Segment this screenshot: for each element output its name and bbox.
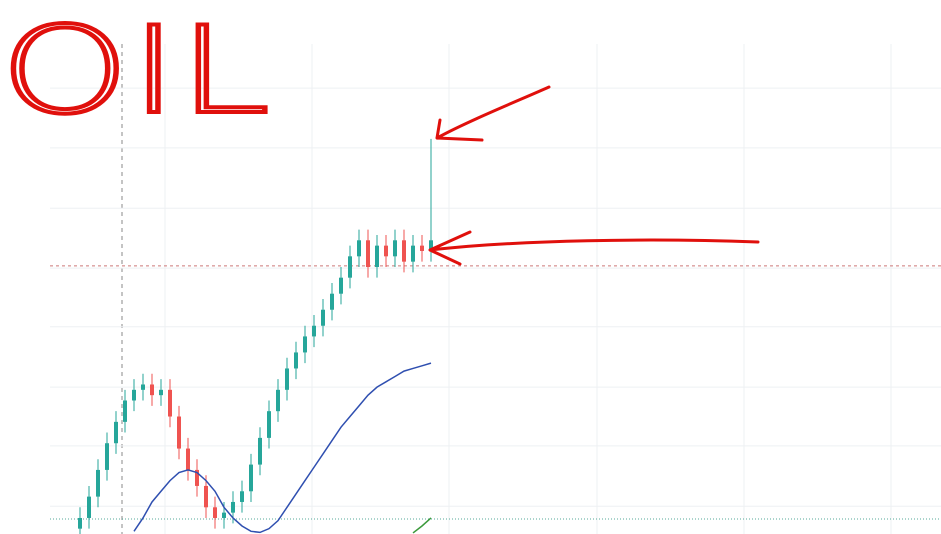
moving-average [133, 362, 432, 534]
candle-body [213, 507, 217, 518]
candle-body [249, 464, 253, 492]
candle-body [276, 389, 280, 412]
candle-body [177, 416, 181, 449]
annotation-arrows [428, 85, 760, 266]
candle-body [294, 352, 298, 369]
candle-body [366, 240, 370, 267]
candle-body [195, 469, 199, 486]
candle-body [258, 437, 262, 465]
plot [50, 87, 941, 534]
candle-body [186, 448, 190, 470]
candle-body [123, 400, 127, 422]
candle-body [330, 293, 334, 310]
candle-body [105, 443, 109, 470]
chart-title: OIL [0, 2, 270, 141]
v-grid [164, 44, 892, 534]
candle-body [141, 384, 145, 390]
candle-body [348, 256, 352, 278]
candle-body [375, 245, 379, 267]
candle-body [384, 245, 388, 257]
candle-body [267, 411, 271, 438]
candle-body [321, 309, 325, 326]
candle-body [132, 389, 136, 401]
candle-body [96, 469, 100, 497]
candle-body [285, 368, 289, 390]
candle-body [222, 512, 226, 518]
candle-body [231, 501, 235, 513]
candle-body [357, 240, 361, 257]
arrow [435, 85, 551, 142]
candle-body [312, 325, 316, 337]
candle-body [240, 491, 244, 502]
candle-body [159, 389, 163, 396]
candle-body [402, 240, 406, 262]
candle-body [78, 517, 82, 529]
candle-body [114, 421, 118, 444]
candle-body [168, 389, 172, 417]
candle-body [420, 245, 424, 251]
moving-average [412, 517, 432, 534]
candle-body [204, 485, 208, 508]
candle-body [393, 240, 397, 257]
candle-body [87, 496, 91, 518]
candle-body [429, 240, 433, 251]
candle-body [303, 336, 307, 353]
candle-body [150, 384, 154, 396]
candle-body [339, 277, 343, 294]
candle-body [411, 245, 415, 262]
arrow [428, 230, 760, 266]
